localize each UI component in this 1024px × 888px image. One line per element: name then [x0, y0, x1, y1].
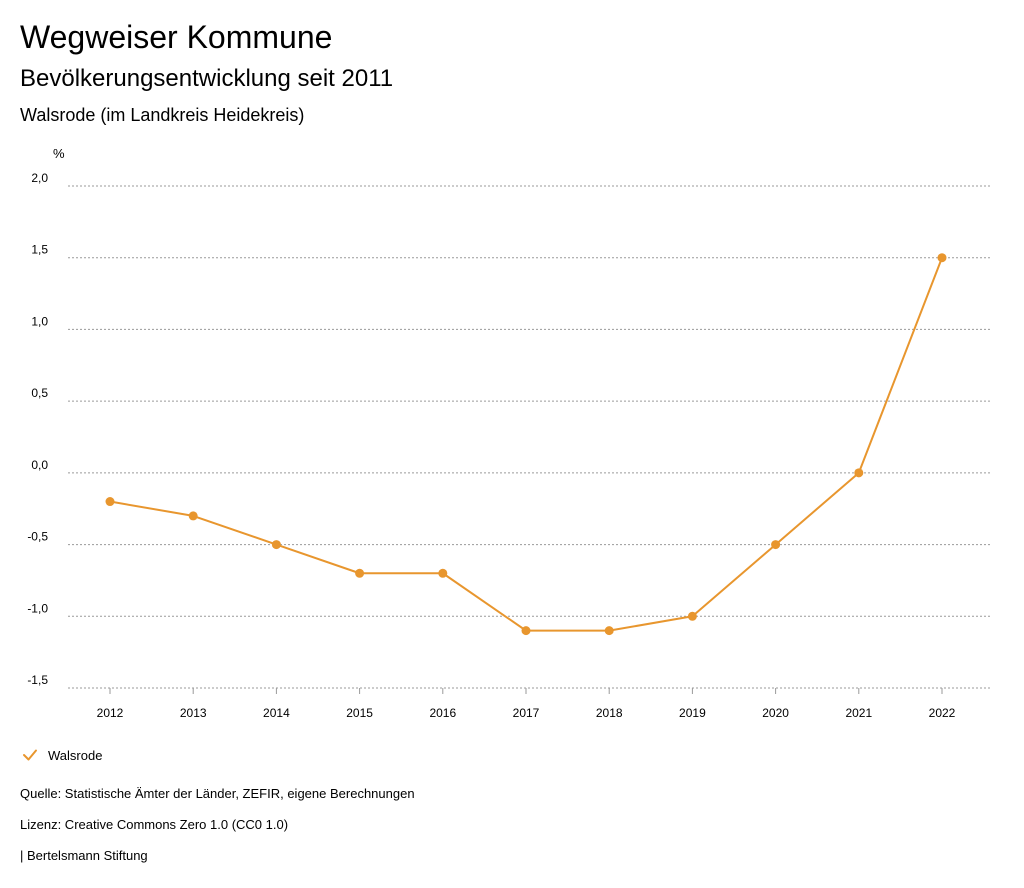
y-tick-label: -1,5	[27, 673, 48, 687]
x-tick-label: 2020	[762, 706, 789, 720]
y-tick-label: -1,0	[27, 601, 48, 615]
legend-label-walsrode: Walsrode	[48, 747, 103, 763]
x-tick-label: 2021	[845, 706, 872, 720]
x-tick-label: 2014	[263, 706, 290, 720]
data-point[interactable]	[271, 540, 281, 550]
x-tick-label: 2012	[97, 706, 124, 720]
data-point[interactable]	[854, 468, 864, 478]
x-axis-ticks: 2012 2013 2014 2015 2016 2017 2018 2019 2020 2021…	[97, 688, 956, 720]
chart-subtitle: Bevölkerungsentwicklung seit 2011	[20, 65, 394, 92]
x-tick-label: 2017	[513, 706, 540, 720]
data-point[interactable]	[521, 626, 531, 636]
data-point[interactable]	[937, 253, 947, 263]
y-axis-unit-label: %	[53, 146, 65, 161]
y-tick-label: 0,5	[31, 386, 48, 400]
y-tick-label: 2,0	[31, 171, 48, 185]
data-point[interactable]	[687, 611, 697, 621]
x-tick-label: 2018	[596, 706, 623, 720]
data-point[interactable]	[188, 511, 198, 521]
legend[interactable]: Walsrode	[22, 745, 102, 765]
checkmark-icon	[23, 749, 37, 761]
license-note: Lizenz: Creative Commons Zero 1.0 (CC0 1…	[20, 817, 289, 832]
data-point[interactable]	[355, 568, 365, 578]
y-tick-label: -0,5	[27, 530, 48, 544]
x-tick-label: 2013	[180, 706, 207, 720]
x-tick-label: 2022	[929, 706, 956, 720]
line-chart: % 2,01,51,00,50,0-0,5-1,0-1,5 2012 2013 20…	[27, 146, 990, 720]
data-point[interactable]	[438, 568, 448, 578]
series-line-walsrode	[109, 257, 943, 632]
region-label: Walsrode (im Landkreis Heidekreis)	[20, 105, 305, 125]
data-point[interactable]	[771, 540, 781, 550]
x-tick-label: 2015	[346, 706, 373, 720]
y-axis-ticks: 2,0 1,5 1,0 0,5 0,0 -0,5 -1,0 -1,5	[27, 171, 48, 687]
x-tick-label: 2016	[429, 706, 456, 720]
data-point[interactable]	[105, 497, 115, 507]
grid-lines	[68, 185, 990, 689]
y-tick-label: 0,0	[31, 458, 48, 472]
source-note: Quelle: Statistische Ämter der Länder, Z…	[20, 786, 415, 801]
y-tick-label: 1,0	[31, 314, 48, 328]
page-title: Wegweiser Kommune	[20, 19, 333, 55]
data-point[interactable]	[604, 626, 614, 636]
series-walsrode	[105, 253, 947, 636]
x-tick-label: 2019	[679, 706, 706, 720]
publisher-note: | Bertelsmann Stiftung	[20, 848, 148, 863]
y-tick-label: 1,5	[31, 243, 48, 257]
